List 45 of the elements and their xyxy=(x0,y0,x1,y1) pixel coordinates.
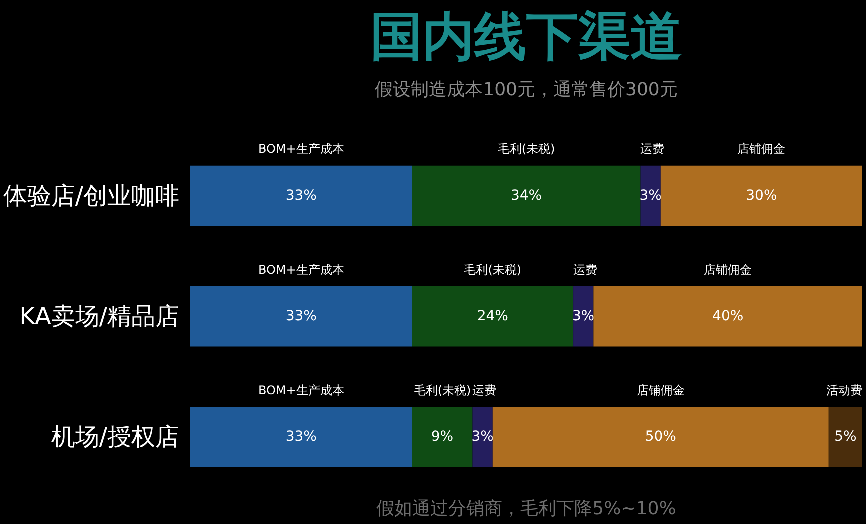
chart-title: 国内线下渠道 xyxy=(370,8,682,68)
text: 毛利(未税) xyxy=(414,383,472,398)
bar xyxy=(412,286,574,347)
data-label: 33% xyxy=(286,308,317,325)
text: BOM+生产成本 xyxy=(258,142,344,156)
bar xyxy=(492,407,829,468)
series-label: 店铺佣金 xyxy=(704,262,752,277)
series-label: BOM+生产成本 xyxy=(258,262,344,277)
text: 运费 xyxy=(472,383,497,398)
data-label: 50% xyxy=(645,429,676,446)
series-label: 活动费 xyxy=(826,383,862,398)
bar xyxy=(660,166,862,226)
y-tick-label: KA卖场/精品店 xyxy=(20,302,180,331)
data-label: 30% xyxy=(746,188,778,204)
data-label: 3% xyxy=(640,188,662,204)
data-label: 33% xyxy=(286,429,317,446)
bar xyxy=(190,286,412,347)
bar xyxy=(190,166,412,226)
series-label: 毛利(未税) xyxy=(464,262,522,277)
bar xyxy=(594,286,862,347)
data-label: 24% xyxy=(477,308,508,325)
bar xyxy=(412,407,473,468)
bar xyxy=(190,407,412,468)
y-tick-label: 机场/授权店 xyxy=(51,423,180,452)
data-label: 3% xyxy=(572,308,595,325)
text: 假如通过分销商，毛利下降5%~10% xyxy=(376,498,676,520)
bar xyxy=(640,166,661,226)
bar xyxy=(574,286,594,347)
data-label: 40% xyxy=(712,308,744,325)
text: 店铺佣金 xyxy=(636,383,685,398)
series-label: 运费 xyxy=(574,262,598,277)
data-label: 33% xyxy=(286,188,317,204)
data-label: 9% xyxy=(431,429,454,446)
text: 毛利(未税) xyxy=(498,142,556,156)
data-label: 34% xyxy=(510,188,542,204)
text: BOM+生产成本 xyxy=(258,383,344,398)
bar xyxy=(472,407,493,468)
text: 运费 xyxy=(640,142,665,156)
data-label: 3% xyxy=(472,429,494,446)
y-tick-label: 体验店/创业咖啡 xyxy=(3,182,180,210)
data-label: 5% xyxy=(834,429,857,446)
bar xyxy=(412,166,641,226)
chart-subtitle: 假设制造成本100元，通常售价300元 xyxy=(375,80,678,100)
text: 店铺佣金 xyxy=(738,142,786,156)
bar xyxy=(828,407,862,468)
